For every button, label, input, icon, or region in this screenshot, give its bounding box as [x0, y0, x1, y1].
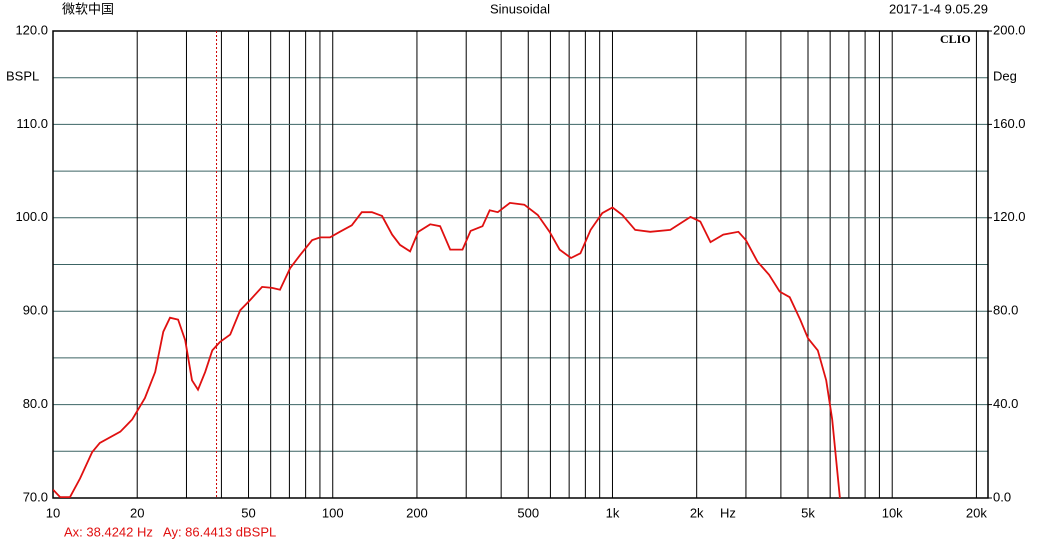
- header-right: 2017-1-4 9.05.29: [889, 1, 988, 16]
- data-line: [53, 201, 841, 498]
- chart-title: Sinusoidal: [490, 1, 550, 16]
- y2-axis-label: Deg: [993, 68, 1017, 83]
- cursor-readout: Ax: 38.4242 Hz Ay: 86.4413 dBSPL: [64, 524, 276, 539]
- x-tick-label: 20: [130, 505, 144, 520]
- x-tick-label: 200: [406, 505, 428, 520]
- y-tick-label: 70.0: [23, 489, 48, 504]
- x-unit-label: Hz: [720, 505, 736, 520]
- x-tick-label: 20k: [966, 505, 987, 520]
- y-tick-label: 110.0: [16, 116, 48, 131]
- y-tick-label: 100.0: [15, 209, 48, 224]
- header-left: 微软中国: [62, 1, 114, 16]
- x-tick-label: 100: [322, 505, 344, 520]
- x-tick-label: 500: [517, 505, 539, 520]
- y2-tick-label: 120.0: [993, 209, 1026, 224]
- y2-tick-label: 40.0: [993, 396, 1018, 411]
- y-tick-label: 90.0: [23, 303, 48, 318]
- x-tick-label: 50: [241, 505, 255, 520]
- y2-tick-label: 200.0: [993, 22, 1026, 37]
- y2-tick-label: 80.0: [993, 303, 1018, 318]
- brand: CLIO: [940, 32, 971, 46]
- x-tick-label: 5k: [801, 505, 815, 520]
- y-tick-label: 80.0: [23, 396, 48, 411]
- x-tick-label: 10k: [882, 505, 903, 520]
- y2-tick-label: 0.0: [993, 489, 1011, 504]
- y-axis-label: BSPL: [6, 68, 39, 83]
- x-tick-label: 10: [46, 505, 60, 520]
- y2-tick-label: 160.0: [993, 116, 1026, 131]
- y-tick-label: 120.0: [15, 22, 48, 37]
- x-tick-label: 1k: [606, 505, 620, 520]
- plot-frame: [52, 30, 989, 499]
- x-tick-label: 2k: [690, 505, 704, 520]
